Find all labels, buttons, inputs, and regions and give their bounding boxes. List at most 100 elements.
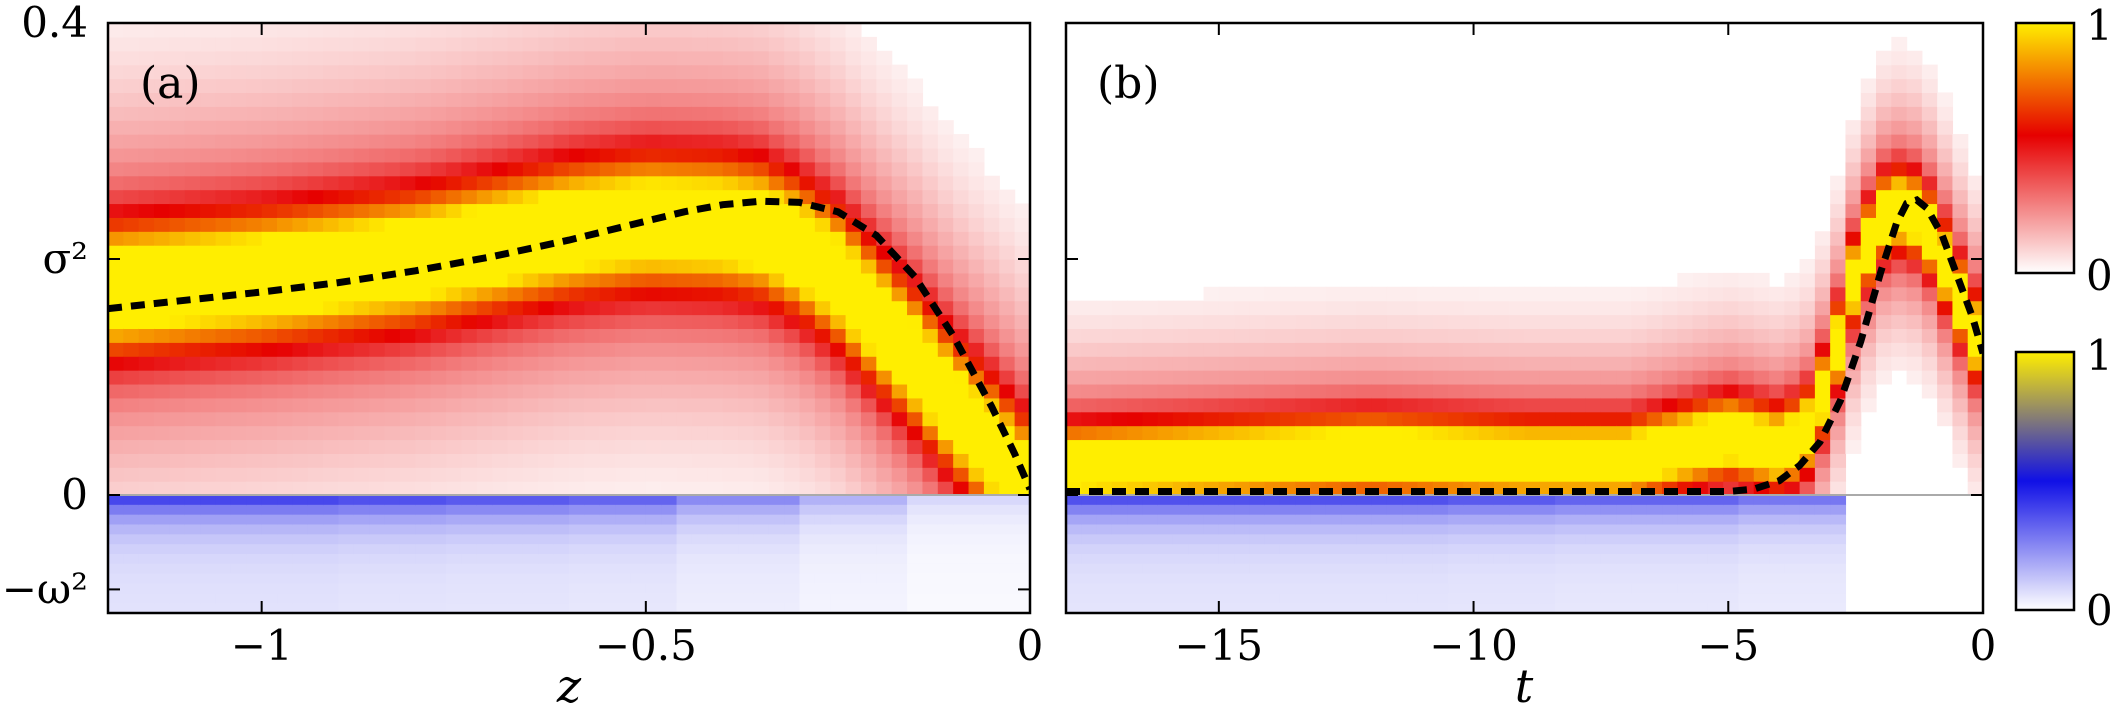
heatmap-cell-growth	[323, 189, 340, 205]
heatmap-cell-growth	[108, 106, 124, 121]
heatmap-cell-growth	[461, 439, 478, 454]
heatmap-cell-decay	[738, 504, 754, 516]
heatmap-cell-growth	[1081, 342, 1098, 357]
heatmap-cell-growth	[1692, 314, 1709, 330]
heatmap-cell-decay	[983, 603, 1000, 613]
heatmap-cell-growth	[615, 383, 632, 399]
heatmap-cell-decay	[384, 593, 401, 604]
heatmap-cell-growth	[1937, 245, 1954, 260]
heatmap-cell-growth	[230, 439, 247, 454]
heatmap-cell-growth	[1539, 314, 1556, 330]
heatmap-cell-growth	[522, 231, 539, 246]
heatmap-cell-decay	[1585, 603, 1602, 613]
heatmap-cell-growth	[722, 356, 739, 371]
heatmap-cell-growth	[538, 50, 555, 66]
heatmap-cell-growth	[461, 481, 478, 496]
heatmap-cell-growth	[630, 481, 647, 496]
heatmap-cell-growth	[1014, 397, 1030, 413]
heatmap-cell-growth	[138, 147, 155, 163]
heatmap-cell-growth	[676, 161, 693, 177]
heatmap-cell-growth	[1845, 217, 1862, 232]
heatmap-cell-growth	[953, 189, 970, 205]
heatmap-cell-growth	[584, 467, 601, 482]
heatmap-cell-growth	[584, 50, 601, 66]
heatmap-cell-decay	[615, 514, 632, 526]
heatmap-cell-growth	[891, 147, 908, 163]
heatmap-cell-growth	[630, 411, 647, 427]
heatmap-cell-decay	[369, 593, 386, 604]
heatmap-cell-decay	[1570, 593, 1587, 604]
heatmap-cell-growth	[507, 272, 524, 288]
heatmap-cell-decay	[1753, 583, 1770, 594]
heatmap-cell-growth	[215, 383, 232, 399]
heatmap-cell-decay	[1830, 524, 1847, 535]
heatmap-cell-decay	[1493, 495, 1510, 506]
heatmap-cell-growth	[476, 356, 493, 371]
heatmap-cell-growth	[154, 50, 171, 66]
heatmap-cell-growth	[461, 356, 478, 371]
heatmap-cell-growth	[1723, 342, 1740, 357]
heatmap-cell-decay	[1325, 563, 1342, 575]
heatmap-cell-growth	[953, 411, 970, 427]
heatmap-cell-decay	[1662, 554, 1678, 565]
heatmap-cell-decay	[1738, 504, 1755, 516]
heatmap-cell-growth	[1921, 106, 1938, 121]
heatmap-cell-growth	[1203, 300, 1220, 316]
heatmap-cell-growth	[645, 356, 662, 371]
heatmap-cell-decay	[353, 495, 370, 506]
heatmap-cell-growth	[1524, 439, 1541, 454]
heatmap-cell-growth	[522, 328, 539, 343]
heatmap-cell-decay	[1463, 534, 1480, 545]
heatmap-cell-decay	[1799, 524, 1816, 535]
heatmap-cell-growth	[476, 383, 493, 399]
heatmap-cell-decay	[860, 554, 877, 565]
heatmap-cell-growth	[215, 217, 232, 232]
heatmap-cell-growth	[1341, 300, 1357, 316]
heatmap-cell-decay	[937, 603, 954, 613]
heatmap-cell-growth	[476, 147, 493, 163]
heatmap-cell-decay	[1111, 534, 1128, 545]
heatmap-cell-growth	[1264, 356, 1281, 371]
heatmap-cell-decay	[1432, 504, 1449, 516]
heatmap-cell-growth	[937, 481, 954, 496]
heatmap-cell-decay	[1539, 603, 1556, 613]
heatmap-cell-growth	[1264, 286, 1281, 302]
heatmap-cell-growth	[138, 425, 155, 441]
heatmap-cell-decay	[814, 573, 831, 585]
heatmap-cell-decay	[953, 514, 970, 526]
heatmap-cell-growth	[1341, 286, 1357, 302]
heatmap-cell-growth	[538, 356, 555, 371]
heatmap-cell-decay	[630, 563, 647, 575]
heatmap-cell-growth	[430, 203, 447, 218]
heatmap-cell-decay	[1493, 544, 1510, 555]
heatmap-cell-decay	[1356, 524, 1373, 535]
heatmap-cell-growth	[476, 231, 493, 246]
heatmap-cell-growth	[123, 286, 140, 302]
heatmap-cell-decay	[1600, 563, 1617, 575]
heatmap-cell-growth	[1111, 328, 1128, 343]
heatmap-cell-decay	[169, 544, 186, 555]
heatmap-cell-growth	[876, 161, 893, 177]
heatmap-cell-decay	[891, 554, 908, 565]
heatmap-cell-decay	[1096, 514, 1113, 526]
heatmap-cell-decay	[1127, 514, 1144, 526]
heatmap-cell-growth	[1876, 356, 1892, 371]
heatmap-cell-decay	[1279, 514, 1296, 526]
heatmap-cell-growth	[215, 453, 232, 468]
heatmap-cell-growth	[338, 245, 355, 260]
heatmap-cell-growth	[292, 370, 309, 385]
heatmap-cell-growth	[661, 286, 678, 302]
heatmap-cell-growth	[691, 161, 708, 177]
heatmap-cell-growth	[184, 272, 201, 288]
heatmap-cell-decay	[814, 554, 831, 565]
heatmap-cell-growth	[876, 175, 893, 191]
heatmap-cell-growth	[1646, 300, 1663, 316]
heatmap-cell-decay	[538, 514, 555, 526]
heatmap-cell-growth	[1860, 189, 1877, 205]
heatmap-cell-growth	[292, 411, 309, 427]
heatmap-cell-growth	[983, 300, 1000, 316]
heatmap-cell-growth	[1417, 328, 1434, 343]
heatmap-cell-growth	[446, 23, 463, 38]
heatmap-cell-growth	[1356, 286, 1373, 302]
heatmap-cell-growth	[1356, 370, 1373, 385]
